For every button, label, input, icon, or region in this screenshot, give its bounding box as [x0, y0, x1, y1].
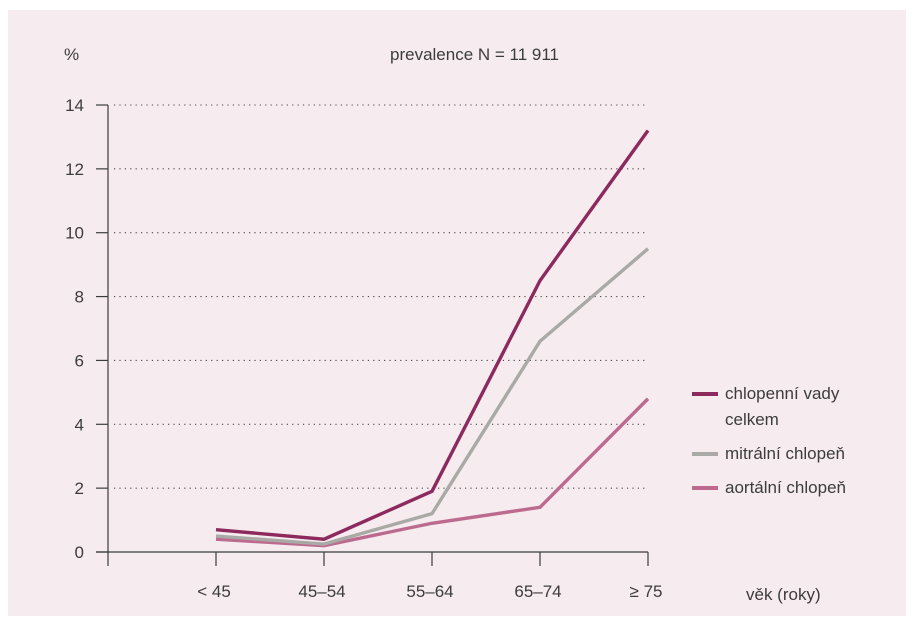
series-line-2 — [215, 397, 650, 548]
x-axis-label: věk (roky) — [746, 585, 821, 604]
x-tick-labels: < 45 45–54 55–64 65–74 ≥ 75 — [197, 552, 662, 601]
y-tick-label-0: 0 — [75, 543, 84, 562]
x-tick-label-4: ≥ 75 — [630, 582, 663, 601]
series-line-1 — [215, 247, 650, 546]
y-tick-labels: 0 2 4 6 8 10 12 14 — [65, 96, 108, 562]
x-tick-label-1: 45–54 — [298, 582, 345, 601]
x-tick-label-0: < 45 — [197, 582, 231, 601]
y-axis-label: % — [64, 45, 79, 64]
y-tick-label-14: 14 — [65, 96, 84, 115]
y-tick-label-2: 2 — [75, 479, 84, 498]
y-tick-label-10: 10 — [65, 224, 84, 243]
axes — [96, 105, 648, 566]
x-tick-label-3: 65–74 — [514, 582, 561, 601]
y-tick-label-12: 12 — [65, 160, 84, 179]
legend: chlopenní vady celkem mitrální chlopeň aort… — [692, 384, 846, 497]
legend-label-0-1: celkem — [725, 410, 779, 429]
series-lines — [215, 129, 650, 548]
legend-label-1-0: mitrální chlopeň — [725, 444, 845, 463]
series-line-0 — [215, 129, 650, 541]
chart-title: prevalence N = 11 911 — [390, 45, 559, 64]
gridlines — [114, 104, 648, 489]
y-tick-label-6: 6 — [75, 351, 84, 370]
y-tick-label-8: 8 — [75, 288, 84, 307]
y-tick-label-4: 4 — [75, 415, 84, 434]
legend-label-2-0: aortální chlopeň — [725, 478, 846, 497]
chart-background — [8, 10, 906, 616]
x-tick-label-2: 55–64 — [406, 582, 453, 601]
legend-label-0-0: chlopenní vady — [725, 384, 840, 403]
